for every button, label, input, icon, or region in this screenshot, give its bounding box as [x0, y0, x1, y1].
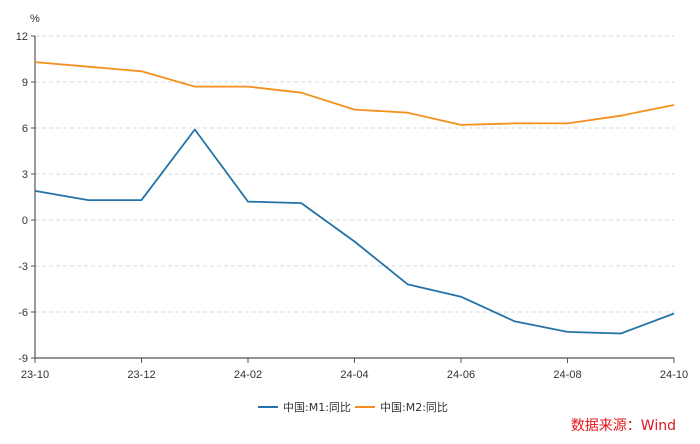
data-point — [353, 239, 357, 243]
data-point — [459, 123, 463, 127]
series-line — [34, 61, 675, 126]
data-point — [353, 108, 357, 112]
data-point — [566, 121, 570, 125]
y-tick-label: 0 — [22, 215, 28, 227]
y-tick-label: 9 — [22, 77, 28, 89]
x-tick-label: 24-08 — [553, 369, 581, 381]
legend-label: 中国:M2:同比 — [380, 401, 448, 414]
legend-item: 中国:M1:同比 — [258, 401, 351, 414]
data-point — [619, 331, 623, 335]
data-point — [140, 198, 144, 202]
data-point — [86, 198, 90, 202]
series-2 — [33, 60, 676, 127]
data-point — [299, 201, 303, 205]
x-tick-label: 24-04 — [340, 369, 368, 381]
data-point — [299, 91, 303, 95]
data-point — [33, 189, 37, 193]
data-point — [459, 295, 463, 299]
data-source-note: 数据来源：Wind — [571, 418, 676, 434]
y-tick-label: -3 — [18, 261, 28, 273]
y-tick-label: 3 — [22, 169, 28, 181]
y-tick-label: -6 — [18, 307, 28, 319]
data-point — [140, 69, 144, 73]
legend-label: 中国:M1:同比 — [283, 401, 351, 414]
x-tick-label: 23-12 — [127, 369, 155, 381]
series-1 — [33, 128, 676, 335]
data-point — [246, 200, 250, 204]
data-point — [86, 65, 90, 69]
legend-item: 中国:M2:同比 — [355, 401, 448, 414]
x-tick-label: 23-10 — [21, 369, 49, 381]
y-tick-label: -9 — [18, 353, 28, 365]
data-point — [406, 111, 410, 115]
y-tick-label: 12 — [16, 31, 28, 43]
x-tick-label: 24-06 — [447, 369, 475, 381]
data-point — [406, 282, 410, 286]
data-point — [672, 312, 676, 316]
y-axis-unit-label: % — [30, 13, 40, 25]
data-point — [246, 85, 250, 89]
data-point — [619, 114, 623, 118]
legend: 中国:M1:同比 中国:M2:同比 — [258, 401, 448, 414]
data-point — [512, 121, 516, 125]
gridlines — [35, 35, 674, 313]
series-lines — [33, 60, 676, 335]
y-tick-label: 6 — [22, 123, 28, 135]
axes: 12 9 6 3 0 -3 -6 -9 23-10 23-12 24-02 24-04 24-06 24-… — [16, 31, 688, 381]
data-point — [672, 103, 676, 107]
data-point — [566, 330, 570, 334]
x-tick-label: 24-02 — [234, 369, 262, 381]
series-line — [34, 128, 675, 335]
x-tick-label: 24-10 — [660, 369, 688, 381]
data-point — [512, 319, 516, 323]
data-point — [193, 85, 197, 89]
data-point — [33, 60, 37, 64]
data-point — [193, 128, 197, 132]
